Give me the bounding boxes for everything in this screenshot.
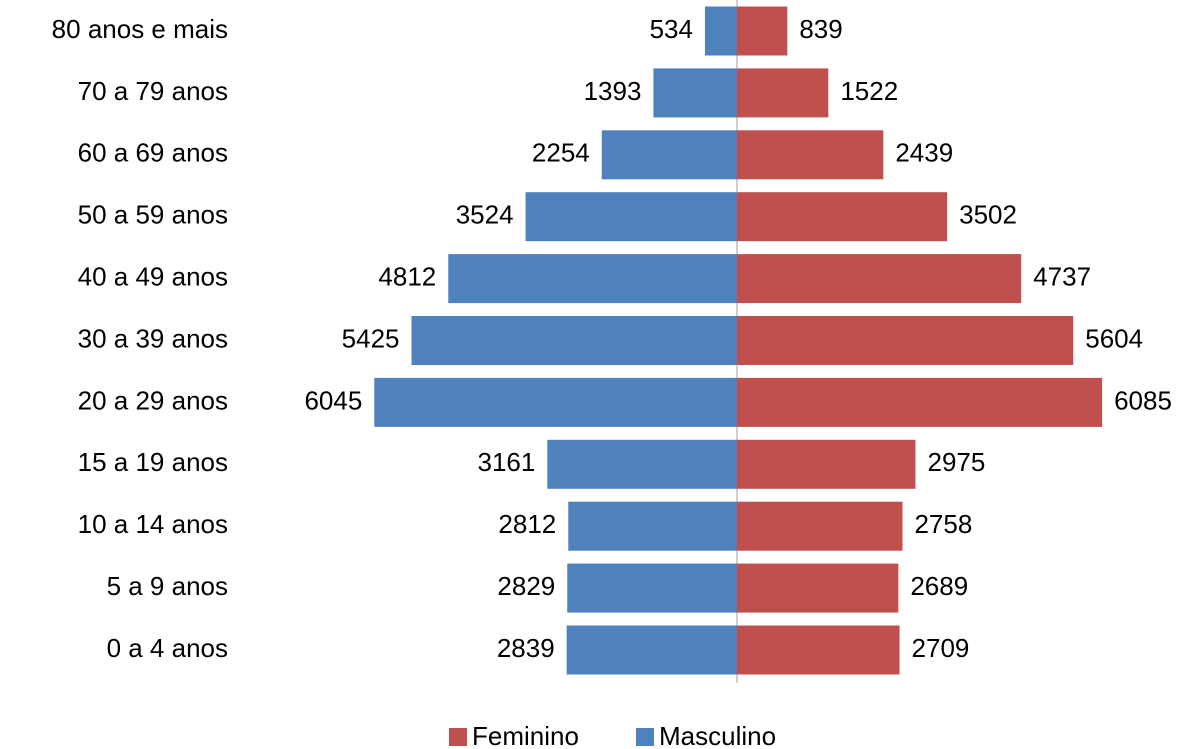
data-label: 3524 [456,200,514,230]
bar [737,316,1074,365]
data-label: 2812 [498,509,556,539]
data-label: 534 [650,14,693,44]
y-tick-label: 0 a 4 anos [107,633,228,663]
data-label: 2254 [532,138,590,168]
y-tick-label: 10 a 14 anos [78,509,228,539]
data-label: 2829 [497,571,555,601]
data-label: 3502 [959,200,1017,230]
bar [737,563,899,613]
y-tick-label: 5 a 9 anos [107,571,228,601]
y-tick-label: 80 anos e mais [52,14,228,44]
bar [547,439,737,489]
data-label: 2689 [910,571,968,601]
data-label: 2839 [497,633,555,663]
bar [653,68,737,118]
bar [737,439,916,489]
y-tick-label: 15 a 19 anos [78,447,228,477]
y-tick-label: 40 a 49 anos [78,261,228,291]
y-tick-label: 70 a 79 anos [78,76,228,106]
bar [704,6,737,56]
bar [567,563,737,613]
data-label: 2439 [895,138,953,168]
data-label: 6045 [304,385,362,415]
data-label: 1393 [584,76,642,106]
legend-label: Masculino [659,721,776,749]
bar [374,377,737,427]
bar [601,130,737,180]
bar [737,130,884,180]
legend-label: Feminino [472,721,579,749]
bar [566,625,737,675]
data-label: 2709 [912,633,970,663]
data-label: 839 [799,14,842,44]
bar [737,501,903,551]
legend-swatch [636,728,654,746]
data-label: 6085 [1114,385,1172,415]
y-tick-label: 20 a 29 anos [78,385,228,415]
y-tick-label: 50 a 59 anos [78,200,228,230]
bar [737,192,948,242]
data-label: 4737 [1033,261,1091,291]
data-label: 2758 [914,509,972,539]
data-label: 4812 [378,261,436,291]
bar [411,316,737,365]
bar [737,625,900,675]
bar [737,6,788,56]
data-label: 1522 [840,76,898,106]
bar [737,68,829,118]
y-tick-label: 60 a 69 anos [78,138,228,168]
bar [525,192,737,242]
data-label: 5604 [1085,323,1143,353]
bar [568,501,737,551]
bar [737,377,1103,427]
legend-swatch [449,728,467,746]
y-tick-label: 30 a 39 anos [78,323,228,353]
data-label: 5425 [342,323,400,353]
data-label: 2975 [928,447,986,477]
bar [448,254,737,304]
data-label: 3161 [477,447,535,477]
bar [737,254,1022,304]
